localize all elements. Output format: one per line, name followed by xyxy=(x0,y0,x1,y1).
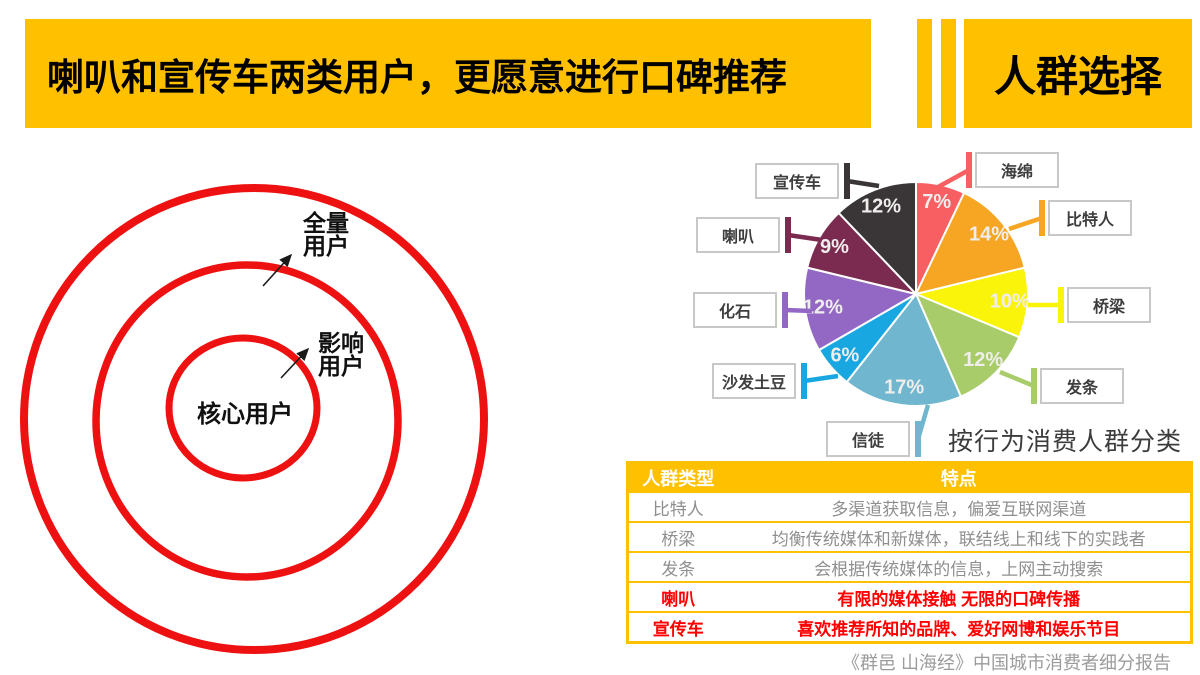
cell-desc: 有限的媒体接触 无限的口碑传播 xyxy=(727,581,1192,612)
pie-percent-label: 17% xyxy=(884,376,924,398)
table-row-highlight: 宣传车 喜欢推荐所知的品牌、爱好网博和娱乐节目 xyxy=(627,611,1192,643)
pie-callouts xyxy=(782,152,1064,457)
pie-percent-label: 12% xyxy=(803,296,843,318)
inner-circle xyxy=(165,334,321,482)
middle-circle xyxy=(92,261,402,581)
pie-callout-bar xyxy=(785,217,791,253)
pie-slice xyxy=(915,293,1021,398)
pie-percent-label: 6% xyxy=(830,345,859,367)
cell-desc: 喜欢推荐所知的品牌、爱好网博和娱乐节目 xyxy=(727,611,1192,643)
banner-stripe-1 xyxy=(917,19,932,128)
pie-percent-label: 10% xyxy=(990,291,1030,313)
pie-category-label: 桥梁 xyxy=(1067,287,1151,323)
arrow-to-outer-label xyxy=(262,253,293,287)
table-header-desc: 特点 xyxy=(727,462,1192,492)
segment-table: 人群类型 特点 比特人 多渠道获取信息，偏爱互联网渠道 桥梁 均衡传统媒体和新媒… xyxy=(626,461,1193,644)
pie-category-label: 信徒 xyxy=(826,421,910,457)
pie-callout-line xyxy=(999,369,1035,389)
cell-type: 喇叭 xyxy=(627,581,728,612)
pie-callout-line xyxy=(846,178,880,189)
pie-callout-line xyxy=(787,232,823,243)
cell-type: 宣传车 xyxy=(627,611,728,643)
pie-callout-bar xyxy=(844,163,850,199)
pie-percent-label: 12% xyxy=(963,349,1003,371)
pie-category-label: 宣传车 xyxy=(755,163,839,199)
pie-callout-bar xyxy=(966,152,972,188)
pie-percent-label: 7% xyxy=(922,191,951,213)
pie-percent-label: 14% xyxy=(969,224,1009,246)
pie-slice xyxy=(845,293,962,407)
cell-type: 发条 xyxy=(627,551,728,582)
title-banner: 喇叭和宣传车两类用户，更愿意进行口碑推荐 xyxy=(25,19,871,128)
pie-category-label: 沙发土豆 xyxy=(712,363,796,399)
cell-desc: 多渠道获取信息，偏爱互联网渠道 xyxy=(727,491,1192,522)
cell-desc: 会根据传统媒体的信息，上网主动搜索 xyxy=(727,551,1192,582)
middle-circle-label: 影响 用户 xyxy=(318,330,364,379)
pie-callout-bar xyxy=(1031,368,1037,404)
pie-percent-label: 12% xyxy=(861,196,901,218)
pie-callout-bar xyxy=(782,292,788,328)
inner-circle-label: 核心用户 xyxy=(197,401,293,428)
table-row: 比特人 多渠道获取信息，偏爱互联网渠道 xyxy=(627,491,1192,522)
section-label: 人群选择 xyxy=(964,19,1192,128)
pie-callout-line xyxy=(936,168,971,189)
pie-chart-title: 按行为消费人群分类 xyxy=(948,428,1183,456)
pie-callout-bar xyxy=(1058,287,1064,323)
banner-stripe-2 xyxy=(941,19,956,128)
pie-callout-line xyxy=(784,307,813,314)
pie-category-label: 海绵 xyxy=(975,152,1059,188)
pie-slice xyxy=(837,180,917,295)
source-caption: 《群邑 山海经》中国城市消费者细分报告 xyxy=(842,653,1171,673)
table-header-row: 人群类型 特点 xyxy=(627,462,1192,492)
pie-callout-bar xyxy=(1039,200,1045,236)
table-row: 桥梁 均衡传统媒体和新媒体，联结线上和线下的实践者 xyxy=(627,521,1192,552)
page-title: 喇叭和宣传车两类用户，更愿意进行口碑推荐 xyxy=(47,56,787,98)
cell-type: 比特人 xyxy=(627,491,728,522)
pie-callout-line xyxy=(1008,215,1043,232)
table-header-type: 人群类型 xyxy=(627,462,728,492)
pie-category-label: 发条 xyxy=(1040,368,1124,404)
table-row-highlight: 喇叭 有限的媒体接触 无限的口碑传播 xyxy=(627,581,1192,612)
table-row: 发条 会根据传统媒体的信息，上网主动搜索 xyxy=(627,551,1192,582)
pie-category-label: 比特人 xyxy=(1048,200,1132,236)
cell-type: 桥梁 xyxy=(627,521,728,552)
pie-category-label: 化石 xyxy=(693,292,777,328)
pie-callout-bar xyxy=(801,363,807,399)
pie-slice xyxy=(915,191,1026,295)
arrow-to-middle-label xyxy=(280,347,310,379)
pie-category-label: 喇叭 xyxy=(696,217,780,253)
pie-chart: 7% 14% 10% 12% 17% 6% 12% 9% 12% xyxy=(803,180,1030,407)
pie-callout-line xyxy=(803,373,839,384)
outer-circle xyxy=(20,184,488,654)
concentric-circles xyxy=(20,184,488,654)
cell-desc: 均衡传统媒体和新媒体，联结线上和线下的实践者 xyxy=(727,521,1192,552)
pie-percent-label: 9% xyxy=(820,236,849,258)
outer-circle-label: 全量 用户 xyxy=(303,210,349,259)
pie-callout-bar xyxy=(915,421,921,457)
pie-slice xyxy=(915,266,1029,339)
